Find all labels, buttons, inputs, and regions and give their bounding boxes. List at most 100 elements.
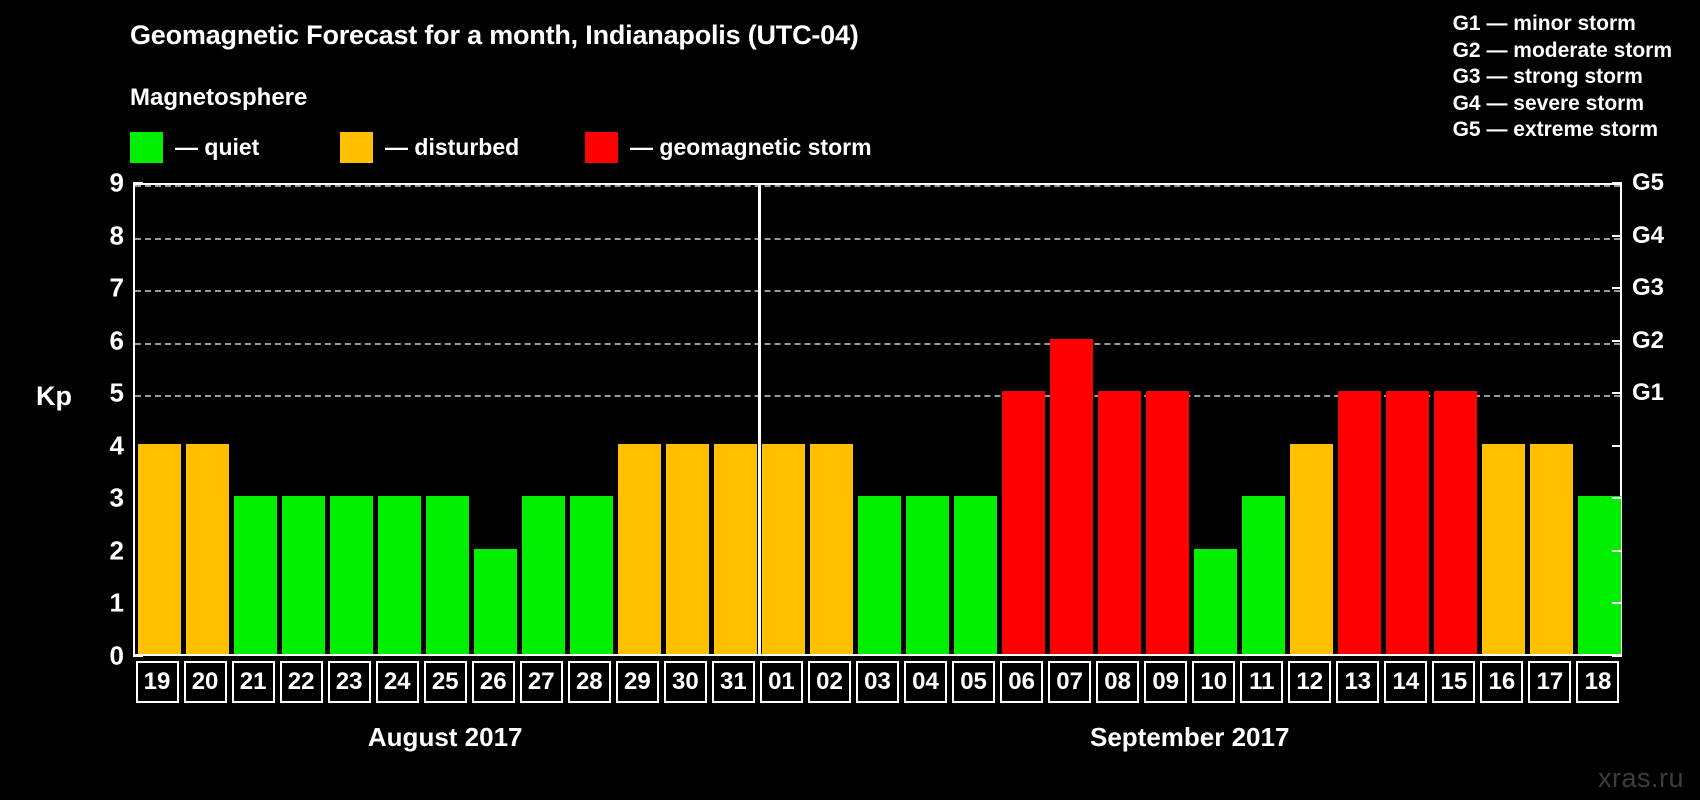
bar <box>1290 443 1334 654</box>
day-label-box: 04 <box>904 661 948 703</box>
bar <box>713 443 757 654</box>
day-label-box: 09 <box>1144 661 1188 703</box>
day-label-box: 07 <box>1048 661 1092 703</box>
g-scale-legend: G1 — minor storm G2 — moderate storm G3 — … <box>1453 11 1672 144</box>
bar <box>185 443 229 654</box>
day-label-box: 22 <box>279 661 323 703</box>
bar <box>761 443 805 654</box>
bar <box>1002 391 1046 654</box>
bar <box>1530 443 1574 654</box>
day-label-box: 05 <box>952 661 996 703</box>
day-label-box: 21 <box>231 661 275 703</box>
g-tick-label: G1 <box>1632 379 1665 407</box>
legend-entry: — geomagnetic storm <box>585 132 872 163</box>
g-tick-mark-minor <box>1612 444 1622 447</box>
day-label-box: 27 <box>519 661 563 703</box>
plot-area <box>133 183 1622 656</box>
bar <box>665 443 709 654</box>
g-scale-legend-row: G5 — extreme storm <box>1452 118 1659 141</box>
g-scale-legend-row: G2 — moderate storm <box>1452 38 1672 62</box>
day-label-box: 16 <box>1480 661 1524 703</box>
day-label-row: 19 20 21 22 23 24 25 26 27 28 29 30 31 01 02 03 04 05 06 07… <box>133 661 1622 703</box>
y-tick-label: 2 <box>109 535 124 566</box>
day-label-box: 19 <box>135 661 179 703</box>
g-tick-label: G3 <box>1632 274 1665 302</box>
g-tick-mark-minor <box>1612 602 1622 605</box>
bar <box>617 443 661 654</box>
y-tick-label: 9 <box>109 167 124 198</box>
day-label-box: 11 <box>1240 661 1284 703</box>
day-label-box: 28 <box>567 661 611 703</box>
bar <box>1578 496 1622 654</box>
y-tick-label: 5 <box>109 377 124 408</box>
gridline <box>135 290 1620 293</box>
day-label-box: 06 <box>1000 661 1044 703</box>
bar <box>137 443 181 654</box>
bars-layer <box>135 185 1622 654</box>
legend-label: — geomagnetic storm <box>630 134 872 160</box>
g-tick-label: G4 <box>1632 221 1665 249</box>
day-label-box: 01 <box>759 661 803 703</box>
g-tick-mark <box>1612 287 1622 290</box>
bar <box>281 496 325 654</box>
bar <box>569 496 613 654</box>
gridline <box>135 237 1620 240</box>
day-label-box: 10 <box>1192 661 1236 703</box>
y-tick-label: 6 <box>109 325 124 356</box>
g-tick-label: G5 <box>1632 169 1665 196</box>
month-label: September 2017 <box>1089 722 1290 752</box>
bar <box>954 496 998 654</box>
y-tick-mark <box>133 655 143 657</box>
bar <box>521 496 565 654</box>
bar <box>809 443 853 654</box>
legend-entry: — disturbed <box>340 132 519 163</box>
page-title: Geomagnetic Forecast for a month, Indian… <box>130 20 859 50</box>
day-label-box: 14 <box>1384 661 1428 703</box>
g-tick-mark-minor <box>1612 655 1622 657</box>
day-label-box: 17 <box>1528 661 1572 703</box>
day-label-box: 13 <box>1336 661 1380 703</box>
gridline <box>135 342 1620 345</box>
bar <box>1434 391 1478 654</box>
month-label: August 2017 <box>367 722 523 752</box>
y-axis-title: Kp <box>36 381 72 411</box>
bar <box>1146 391 1190 654</box>
bar <box>1194 548 1238 654</box>
y-tick-label: 0 <box>109 640 124 671</box>
magnetosphere-heading: Magnetosphere <box>130 84 308 111</box>
y-tick-label: 7 <box>109 272 124 303</box>
watermark: xras.ru <box>1597 763 1684 793</box>
gridline <box>135 395 1620 398</box>
bar <box>1386 391 1430 654</box>
bar <box>329 496 373 654</box>
g-scale-legend-row: G3 — strong storm <box>1452 65 1643 88</box>
green-square-icon <box>130 132 163 163</box>
g-axis-labels: G1 G2 G3 G4 G5 <box>1632 169 1698 656</box>
day-label-box: 23 <box>327 661 371 703</box>
g-axis-tick-marks <box>1612 182 1622 657</box>
day-label-box: 12 <box>1288 661 1332 703</box>
gridlines <box>135 185 1620 654</box>
day-label-box: 18 <box>1576 661 1620 703</box>
day-label-box: 30 <box>663 661 707 703</box>
g-tick-label: G2 <box>1632 326 1665 354</box>
bar <box>1050 338 1094 654</box>
g-tick-mark <box>1612 339 1622 342</box>
day-label-box: 29 <box>615 661 659 703</box>
y-tick-label: 8 <box>109 220 124 251</box>
g-scale-legend-row: G4 — severe storm <box>1452 91 1645 115</box>
day-label-box: 25 <box>423 661 467 703</box>
legend-label: — disturbed <box>385 134 520 160</box>
g-tick-mark-minor <box>1612 497 1622 500</box>
bar <box>377 496 421 654</box>
orange-square-icon <box>340 132 373 163</box>
day-label-box: 24 <box>375 661 419 703</box>
legend-label: — quiet <box>175 134 260 160</box>
red-square-icon <box>585 132 618 163</box>
bar <box>233 496 277 654</box>
day-label-box: 02 <box>807 661 851 703</box>
gridline <box>135 185 1620 187</box>
bar <box>906 496 950 654</box>
g-tick-mark <box>1612 182 1622 184</box>
g-scale-legend-row: G1 — minor storm <box>1452 12 1636 35</box>
